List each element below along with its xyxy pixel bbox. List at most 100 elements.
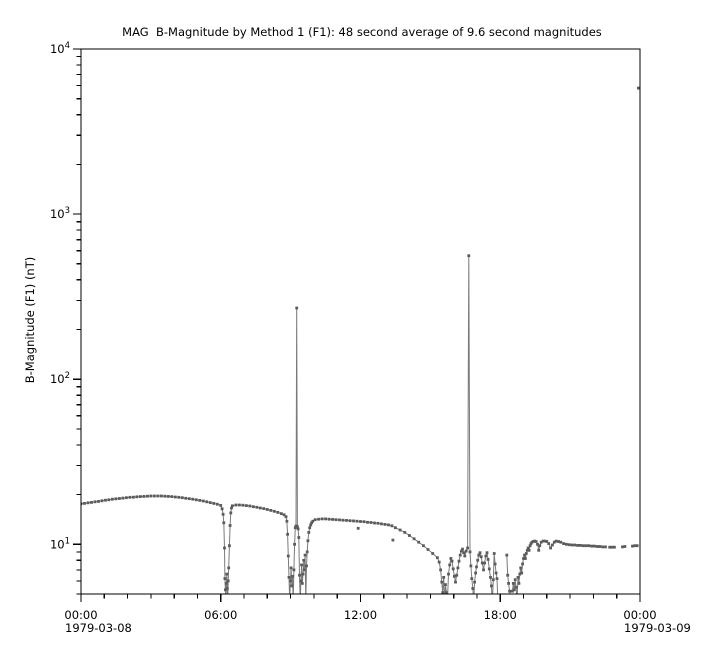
data-point-marker (302, 558, 306, 562)
data-point-marker (543, 539, 547, 543)
data-point-marker (104, 498, 107, 502)
data-point-marker (483, 561, 486, 565)
data-point-marker (292, 568, 296, 572)
data-point-marker (173, 495, 177, 499)
data-point-marker (324, 517, 327, 521)
data-point-marker (362, 520, 366, 524)
data-point-marker (527, 548, 531, 552)
data-point-marker (554, 539, 558, 543)
data-point-marker (289, 579, 292, 583)
data-point-marker (517, 582, 521, 585)
data-point-marker (608, 545, 612, 549)
data-point-marker (412, 537, 416, 541)
data-point-marker (478, 551, 482, 555)
data-point-marker (289, 566, 293, 570)
data-point-marker (508, 589, 511, 593)
data-point-marker (439, 568, 442, 572)
data-point-marker (387, 523, 390, 527)
y-tick-label: 102 (50, 371, 70, 386)
data-point-marker (290, 584, 294, 588)
x-date-label: 1979-03-08 (65, 621, 132, 635)
data-point-marker (163, 494, 167, 498)
data-point-marker (234, 503, 238, 507)
data-point-marker (226, 579, 230, 583)
data-point-marker (348, 519, 352, 523)
data-point-marker (552, 540, 556, 544)
data-point-marker (464, 549, 468, 553)
data-point-marker (284, 515, 288, 519)
x-tick-label: 18:00 (484, 608, 517, 622)
data-point-marker (469, 564, 473, 568)
data-point-marker (296, 527, 300, 531)
data-point-marker (245, 504, 248, 507)
data-point-marker (222, 521, 226, 525)
data-point-marker (447, 572, 450, 576)
data-point-marker (480, 561, 484, 565)
data-point-marker (523, 553, 526, 557)
data-point-marker (287, 576, 291, 579)
data-point-marker (305, 564, 308, 568)
data-point-marker (610, 545, 614, 549)
data-point-marker (458, 553, 462, 557)
data-point-marker (497, 600, 500, 603)
data-point-marker (309, 523, 313, 527)
data-point-marker (298, 573, 301, 577)
data-point-marker (114, 497, 118, 501)
data-point-marker (557, 540, 560, 543)
data-point-marker (299, 579, 303, 583)
data-point-marker (592, 544, 596, 548)
data-point-marker (376, 521, 380, 525)
data-point-marker (303, 553, 307, 557)
data-point-marker (491, 600, 494, 603)
data-point-marker (221, 512, 225, 516)
data-point-marker (479, 555, 483, 559)
data-point-marker (491, 578, 495, 582)
data-point-marker (536, 542, 539, 546)
data-point-marker (431, 552, 435, 555)
series-line-segment (81, 255, 499, 594)
chart-title: MAG B-Magnitude by Method 1 (F1): 48 sec… (122, 25, 602, 39)
data-point-marker (83, 502, 86, 505)
data-point-marker (477, 553, 481, 557)
data-point-marker (100, 499, 104, 503)
data-point-marker (93, 500, 97, 504)
data-point-marker (305, 550, 309, 554)
data-point-marker (445, 591, 448, 594)
data-point-marker (473, 580, 476, 584)
y-tick-label: 101 (50, 536, 70, 551)
data-point-marker (437, 560, 441, 564)
data-point-marker (559, 540, 563, 544)
data-point-marker (373, 521, 376, 525)
data-point-marker (551, 543, 554, 547)
data-point-marker (471, 587, 475, 590)
data-point-marker (584, 544, 588, 548)
data-point-marker (587, 544, 591, 548)
data-point-marker (403, 531, 407, 534)
data-point-marker (291, 574, 294, 578)
data-point-marker (570, 543, 574, 547)
data-point-marker (511, 582, 515, 585)
data-point-marker (128, 495, 132, 499)
data-point-marker (484, 554, 488, 558)
data-point-marker (453, 574, 456, 578)
data-point-marker (451, 567, 455, 571)
data-point-marker (495, 577, 499, 580)
data-point-marker (444, 583, 447, 586)
data-point-marker (539, 540, 543, 544)
data-point-marker (288, 600, 291, 603)
data-point-marker (562, 542, 565, 545)
x-tick-label: 00:00 (623, 608, 656, 622)
data-point-marker (311, 519, 315, 523)
data-point-marker (135, 495, 139, 499)
data-point-marker (225, 587, 229, 590)
data-point-marker (475, 565, 478, 569)
data-point-marker (306, 539, 310, 543)
data-point-marker (525, 548, 529, 552)
data-point-marker (215, 502, 219, 506)
data-point-marker (225, 600, 228, 603)
data-point-marker (160, 494, 163, 498)
axes-frame (80, 48, 641, 595)
data-point-marker (390, 524, 394, 528)
